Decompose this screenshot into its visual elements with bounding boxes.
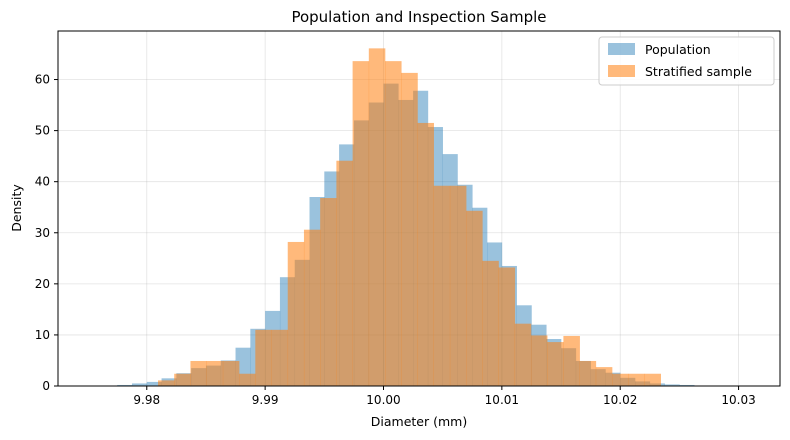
series-stratified-sample [158, 48, 661, 387]
histogram-bar [352, 61, 370, 387]
histogram-bar [498, 267, 516, 386]
histogram-bar [287, 241, 305, 386]
histogram-bar [401, 72, 418, 387]
x-tick-label: 9.99 [252, 393, 279, 407]
histogram-bar [449, 185, 467, 386]
plot-frame [57, 30, 781, 387]
y-tick-label: 20 [35, 277, 50, 291]
histogram-bar [239, 373, 256, 386]
legend-swatch-population [608, 43, 635, 55]
histogram-bar [644, 373, 661, 386]
histogram-bar [174, 373, 191, 386]
axis-ticks: 9.98 9.99 10.00 10.01 10.02 10.03 0 10 20 30 40 50 6… [35, 73, 756, 407]
histogram-bar [679, 384, 695, 386]
legend: Population Stratified sample [598, 36, 775, 86]
histogram-bar [664, 384, 680, 386]
x-tick-label: 10.00 [366, 393, 400, 407]
histogram-bar [417, 122, 434, 386]
y-tick-label: 10 [35, 328, 50, 342]
histogram-bar [368, 48, 386, 386]
histogram-bar [222, 360, 240, 386]
histogram-bar [530, 335, 548, 386]
histogram-bar [303, 229, 321, 386]
x-tick-label: 9.98 [133, 393, 160, 407]
histogram-bar [146, 381, 162, 386]
histogram-bar [482, 260, 499, 386]
histogram-bar [271, 329, 289, 386]
y-axis-label: Density [9, 184, 24, 232]
histogram-bar [433, 185, 451, 386]
histogram-bar [547, 342, 564, 386]
histogram-bar [158, 380, 175, 386]
histogram-bars [117, 48, 695, 387]
legend-label-population: Population [645, 42, 711, 57]
histogram-bar [320, 198, 337, 386]
histogram-bar [255, 329, 272, 386]
y-tick-label: 0 [42, 379, 50, 393]
histogram-bar [628, 373, 645, 386]
y-tick-label: 40 [35, 175, 50, 189]
legend-swatch-stratified-sample [608, 65, 635, 77]
histogram-bar [514, 323, 532, 386]
chart-title: Population and Inspection Sample [291, 8, 546, 26]
y-tick-label: 60 [35, 73, 50, 87]
histogram-bar [595, 367, 613, 386]
histogram-bar [190, 360, 207, 386]
y-tick-label: 50 [35, 124, 50, 138]
legend-label-stratified-sample: Stratified sample [645, 64, 752, 79]
histogram-bar [466, 210, 483, 386]
y-tick-label: 30 [35, 226, 50, 240]
x-tick-label: 10.03 [721, 393, 755, 407]
histogram-bar [131, 383, 148, 386]
legend-box [598, 36, 775, 86]
histogram-bar [563, 335, 580, 386]
histogram-bar [579, 360, 597, 386]
histogram-bar [336, 160, 353, 386]
x-axis-label: Diameter (mm) [371, 414, 467, 429]
histogram-bar [117, 384, 133, 386]
histogram-bar [385, 61, 402, 387]
histogram-bar [206, 360, 224, 386]
x-tick-label: 10.02 [603, 393, 637, 407]
x-tick-label: 10.01 [485, 393, 519, 407]
histogram-bar [612, 373, 629, 386]
